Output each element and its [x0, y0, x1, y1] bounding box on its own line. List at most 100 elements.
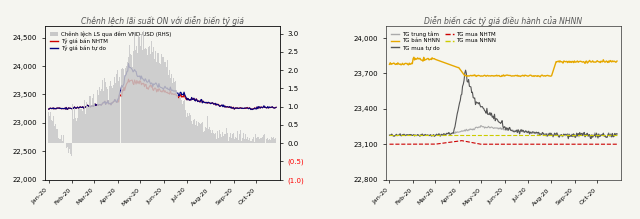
Bar: [234, 139, 235, 143]
Bar: [228, 134, 229, 143]
Bar: [177, 96, 179, 143]
Bar: [202, 122, 203, 143]
Bar: [157, 53, 158, 143]
Bar: [138, 35, 139, 143]
Bar: [189, 115, 191, 143]
Bar: [198, 122, 199, 143]
Bar: [114, 74, 115, 143]
Bar: [83, 109, 84, 143]
Bar: [91, 105, 92, 143]
Bar: [149, 46, 150, 143]
Bar: [84, 103, 86, 143]
Bar: [63, 135, 64, 143]
Bar: [48, 112, 49, 143]
Bar: [88, 99, 90, 143]
Bar: [214, 134, 215, 143]
Bar: [167, 60, 168, 143]
Bar: [60, 139, 61, 143]
Legend: TG trung tâm, TG bán NHNN, TG mua tự do, TG mua NHTM, TG mua NHNN: TG trung tâm, TG bán NHNN, TG mua tự do,…: [388, 29, 499, 52]
Bar: [130, 56, 131, 143]
Bar: [233, 133, 234, 143]
Bar: [180, 100, 181, 143]
Bar: [50, 114, 51, 143]
Bar: [72, 113, 74, 143]
Bar: [49, 116, 50, 143]
Bar: [62, 141, 63, 143]
Bar: [115, 83, 116, 143]
Bar: [213, 133, 214, 143]
Bar: [142, 50, 143, 143]
Bar: [195, 125, 196, 143]
Bar: [128, 57, 129, 143]
Bar: [241, 141, 243, 143]
Bar: [209, 129, 211, 143]
Bar: [140, 46, 141, 143]
Bar: [256, 138, 257, 143]
Bar: [225, 136, 227, 143]
Bar: [150, 54, 151, 143]
Bar: [164, 60, 165, 143]
Bar: [143, 31, 144, 143]
Bar: [124, 76, 125, 143]
Bar: [184, 100, 185, 143]
Bar: [171, 73, 172, 143]
Bar: [71, 143, 72, 156]
Bar: [188, 116, 189, 143]
Bar: [152, 52, 153, 143]
Bar: [96, 106, 97, 143]
Bar: [216, 139, 217, 143]
Bar: [244, 135, 245, 143]
Bar: [274, 139, 275, 143]
Title: Chênh lệch lãi suất ON với diễn biến tỷ giá: Chênh lệch lãi suất ON với diễn biến tỷ …: [81, 16, 244, 25]
Bar: [183, 101, 184, 143]
Bar: [120, 83, 121, 143]
Bar: [236, 138, 237, 143]
Bar: [118, 81, 119, 143]
Bar: [125, 68, 126, 143]
Bar: [163, 57, 164, 143]
Bar: [155, 51, 156, 143]
Bar: [199, 123, 200, 143]
Bar: [132, 52, 133, 143]
Bar: [121, 69, 122, 143]
Bar: [156, 62, 157, 143]
Bar: [113, 85, 114, 143]
Bar: [211, 133, 212, 143]
Bar: [106, 87, 107, 143]
Bar: [67, 143, 68, 147]
Bar: [231, 138, 232, 143]
Bar: [76, 122, 77, 143]
Bar: [78, 109, 79, 143]
Bar: [263, 135, 264, 143]
Bar: [208, 129, 209, 143]
Bar: [126, 66, 127, 143]
Bar: [93, 94, 94, 143]
Bar: [179, 97, 180, 143]
Bar: [235, 137, 236, 143]
Bar: [174, 82, 175, 143]
Legend: Chênh lệch LS qua đêm VND-USD (RHS), Tỷ giá bán NHTM, Tỷ giá bán tự do: Chênh lệch LS qua đêm VND-USD (RHS), Tỷ …: [47, 29, 173, 54]
Bar: [94, 103, 95, 143]
Bar: [200, 124, 201, 143]
Bar: [54, 126, 55, 143]
Bar: [187, 118, 188, 143]
Bar: [80, 109, 81, 143]
Bar: [103, 91, 104, 143]
Bar: [215, 133, 216, 143]
Bar: [165, 62, 166, 143]
Bar: [102, 80, 103, 143]
Bar: [110, 81, 111, 143]
Bar: [66, 143, 67, 150]
Bar: [243, 133, 244, 143]
Bar: [145, 48, 146, 143]
Bar: [258, 137, 259, 143]
Bar: [204, 131, 205, 143]
Bar: [220, 134, 221, 143]
Bar: [197, 126, 198, 143]
Bar: [212, 135, 213, 143]
Bar: [261, 138, 262, 143]
Bar: [119, 77, 120, 143]
Bar: [159, 63, 160, 143]
Bar: [154, 58, 155, 143]
Bar: [95, 106, 96, 143]
